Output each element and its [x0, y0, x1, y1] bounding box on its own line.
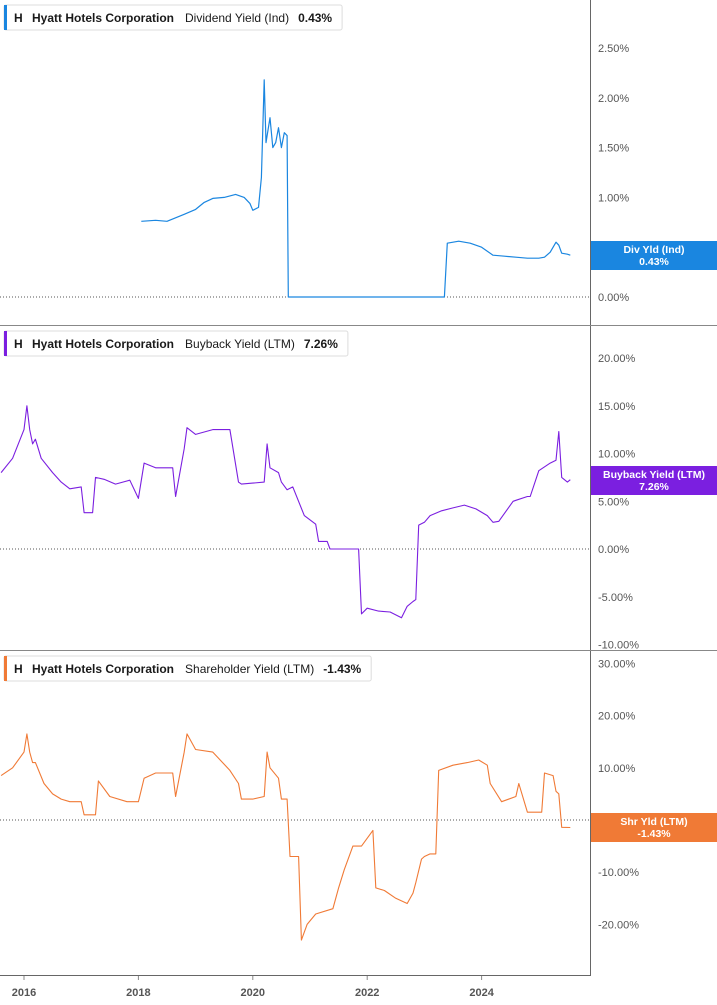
buyback-yield-legend-value: 7.26%	[304, 337, 338, 351]
buyback-yield-badge-label: Buyback Yield (LTM)	[603, 469, 705, 481]
dividend-yield-legend-ticker: H	[14, 11, 23, 25]
chart-frame	[0, 0, 717, 976]
shareholder-yield-y-tick-label: 30.00%	[598, 658, 636, 670]
dividend-yield-legend-value: 0.43%	[298, 11, 332, 25]
buyback-yield-y-tick-label: -10.00%	[598, 640, 639, 652]
dividend-yield-legend-color-bar	[4, 5, 7, 30]
dividend-yield-value-badge: Div Yld (Ind)0.43%	[591, 241, 717, 270]
buyback-yield-badge-bg	[591, 466, 717, 495]
dividend-yield-badge-bg	[591, 241, 717, 270]
buyback-yield-y-tick-label: 20.00%	[598, 353, 636, 365]
buyback-yield-legend-company: Hyatt Hotels Corporation	[32, 337, 174, 351]
buyback-yield-y-tick-label: 5.00%	[598, 496, 629, 508]
dividend-yield-legend[interactable]: H Hyatt Hotels Corporation Dividend Yield …	[3, 4, 343, 31]
dividend-yield-y-tick-label: 1.00%	[598, 192, 629, 204]
dividend-yield-badge-value: 0.43%	[639, 256, 669, 268]
buyback-yield-y-tick-label: 15.00%	[598, 401, 636, 413]
buyback-yield-badge-value: 7.26%	[639, 481, 669, 493]
shareholder-yield-badge-value: -1.43%	[637, 828, 671, 840]
shareholder-yield-panel: -20.00%-10.00%0.00%10.00%20.00%30.00%HHy…	[0, 655, 717, 941]
x-tick-label: 2024	[469, 987, 494, 999]
dividend-yield-badge-label: Div Yld (Ind)	[623, 244, 684, 256]
x-tick-label: 2022	[355, 987, 379, 999]
shareholder-yield-legend[interactable]: H Hyatt Hotels Corporation Shareholder Yie…	[3, 655, 372, 682]
shareholder-yield-badge-label: Shr Yld (LTM)	[620, 816, 687, 828]
shareholder-yield-legend-company: Hyatt Hotels Corporation	[32, 662, 174, 676]
shareholder-yield-y-tick-label: -10.00%	[598, 867, 639, 879]
buyback-yield-series-line	[0, 405, 571, 619]
buyback-yield-y-tick-label: -5.00%	[598, 592, 633, 604]
x-axis: 2016 2018 2020 2022 2024	[12, 975, 495, 999]
buyback-yield-legend-ticker: H	[14, 337, 23, 351]
dividend-yield-y-tick-label: 0.00%	[598, 292, 629, 304]
shareholder-yield-y-tick-label: 20.00%	[598, 711, 636, 723]
dividend-yield-y-tick-label: 2.00%	[598, 93, 629, 105]
shareholder-yield-badge-bg	[591, 813, 717, 842]
dividend-yield-legend-metric: Dividend Yield (Ind)	[185, 11, 289, 25]
dividend-yield-series-line	[141, 79, 571, 298]
shareholder-yield-y-tick-label: 10.00%	[598, 763, 636, 775]
dividend-yield-y-tick-label: 1.50%	[598, 143, 629, 155]
dividend-yield-y-tick-label: 2.50%	[598, 43, 629, 55]
buyback-yield-y-tick-label: 10.00%	[598, 449, 636, 461]
buyback-yield-value-badge: Buyback Yield (LTM)7.26%	[591, 466, 717, 495]
buyback-yield-legend[interactable]: H Hyatt Hotels Corporation Buyback Yield (…	[3, 330, 349, 357]
buyback-yield-legend-color-bar	[4, 331, 7, 356]
shareholder-yield-value-badge: Shr Yld (LTM)-1.43%	[591, 813, 717, 842]
shareholder-yield-legend-color-bar	[4, 656, 7, 681]
buyback-yield-y-tick-label: 0.00%	[598, 544, 629, 556]
x-tick-label: 2020	[241, 987, 265, 999]
shareholder-yield-legend-ticker: H	[14, 662, 23, 676]
shareholder-yield-series-line	[0, 733, 571, 941]
shareholder-yield-legend-metric: Shareholder Yield (LTM)	[185, 662, 314, 676]
x-tick-label: 2016	[12, 987, 36, 999]
buyback-yield-legend-metric: Buyback Yield (LTM)	[185, 337, 295, 351]
buyback-yield-panel: -10.00% -5.00% 0.00% 5.00% 10.00% 15.00% 20.00…	[0, 330, 717, 652]
shareholder-yield-y-tick-label: -20.00%	[598, 919, 639, 931]
shareholder-yield-legend-value: -1.43%	[323, 662, 361, 676]
x-tick-label: 2018	[126, 987, 150, 999]
dividend-yield-legend-company: Hyatt Hotels Corporation	[32, 11, 174, 25]
